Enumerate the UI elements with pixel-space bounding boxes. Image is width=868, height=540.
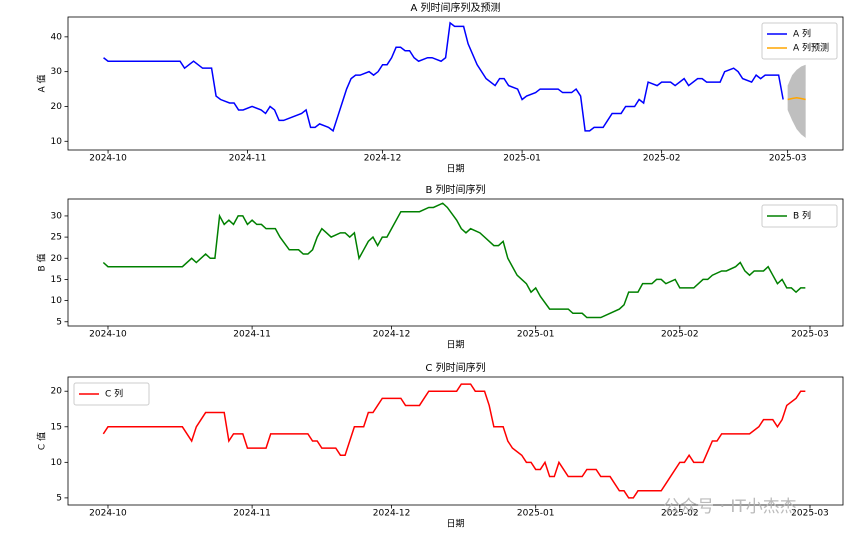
y-axis-label: A 值 bbox=[36, 74, 48, 92]
chart-title: C 列时间序列 bbox=[425, 361, 485, 374]
data-line bbox=[103, 21, 784, 133]
x-tick-label: 2024-12 bbox=[373, 330, 411, 340]
x-axis-label: 日期 bbox=[446, 519, 464, 530]
x-tick-label: 2025-02 bbox=[661, 509, 699, 519]
y-tick-label: 10 bbox=[51, 296, 63, 306]
legend-label: A 列 bbox=[793, 28, 811, 40]
chart-title: A 列时间序列及预测 bbox=[410, 1, 500, 14]
y-tick-label: 15 bbox=[51, 275, 62, 285]
y-tick-label: 30 bbox=[51, 211, 63, 221]
legend-label: A 列预测 bbox=[793, 42, 829, 54]
x-axis-label: 日期 bbox=[446, 340, 464, 351]
legend-label: C 列 bbox=[105, 388, 123, 400]
y-tick-label: 20 bbox=[51, 254, 63, 264]
x-tick-label: 2025-01 bbox=[517, 330, 555, 340]
y-tick-label: 5 bbox=[56, 317, 62, 327]
x-tick-label: 2025-03 bbox=[791, 509, 829, 519]
plot-area bbox=[102, 202, 806, 319]
legend-box bbox=[761, 22, 838, 60]
y-tick-label: 5 bbox=[56, 493, 62, 503]
data-line bbox=[787, 97, 806, 101]
x-tick-label: 2024-11 bbox=[233, 509, 271, 519]
legend-box bbox=[73, 382, 150, 406]
x-tick-label: 2024-11 bbox=[229, 154, 267, 164]
x-tick-label: 2024-10 bbox=[89, 154, 127, 164]
plot-frame bbox=[67, 198, 844, 327]
chart-title: B 列时间序列 bbox=[425, 183, 485, 196]
x-tick-label: 2025-03 bbox=[791, 330, 829, 340]
x-tick-label: 2024-10 bbox=[89, 509, 127, 519]
y-tick-label: 15 bbox=[51, 422, 62, 432]
x-axis-label: 日期 bbox=[446, 164, 464, 175]
y-tick-label: 25 bbox=[51, 233, 62, 243]
confidence-band bbox=[787, 64, 806, 138]
x-tick-label: 2024-12 bbox=[364, 154, 402, 164]
y-tick-label: 20 bbox=[51, 387, 63, 397]
y-axis-label: B 值 bbox=[36, 253, 48, 271]
plot-area bbox=[103, 21, 806, 138]
x-tick-label: 2024-12 bbox=[373, 509, 411, 519]
x-tick-label: 2025-02 bbox=[643, 154, 681, 164]
x-tick-label: 2024-11 bbox=[233, 330, 271, 340]
y-tick-label: 30 bbox=[51, 67, 63, 77]
plot-area bbox=[102, 383, 806, 499]
y-tick-label: 10 bbox=[51, 458, 63, 468]
legend-box bbox=[761, 204, 838, 228]
data-line bbox=[102, 383, 806, 499]
data-line bbox=[102, 202, 806, 319]
x-tick-label: 2025-01 bbox=[517, 509, 555, 519]
plot-frame bbox=[67, 376, 844, 506]
y-axis-label: C 值 bbox=[36, 432, 48, 450]
x-tick-label: 2025-03 bbox=[769, 154, 807, 164]
y-tick-label: 20 bbox=[51, 102, 63, 112]
x-tick-label: 2024-10 bbox=[89, 330, 127, 340]
y-tick-label: 10 bbox=[51, 137, 63, 147]
x-tick-label: 2025-02 bbox=[661, 330, 699, 340]
watermark: 公众号 · IT小杰杰 bbox=[663, 497, 797, 517]
x-tick-label: 2025-01 bbox=[503, 154, 541, 164]
legend-label: B 列 bbox=[793, 210, 811, 222]
plot-frame bbox=[67, 16, 844, 151]
y-tick-label: 40 bbox=[51, 32, 63, 42]
